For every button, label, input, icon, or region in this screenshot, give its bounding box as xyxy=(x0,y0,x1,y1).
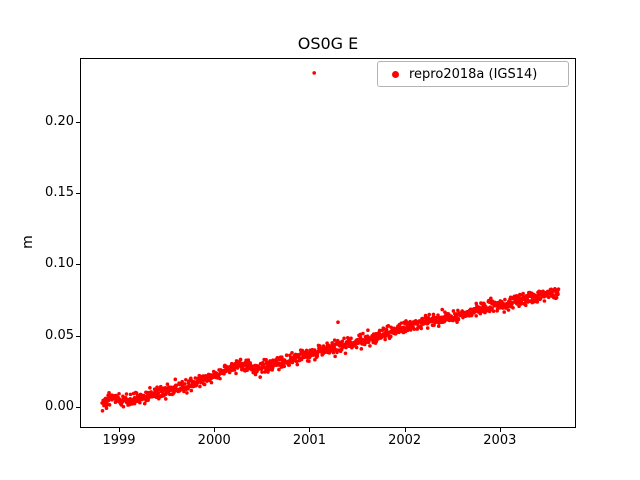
y-tick-label: 0.00 xyxy=(45,399,74,415)
y-tick-label: 0.15 xyxy=(45,185,74,201)
x-tick-label: 2003 xyxy=(483,433,517,448)
y-tick-mark xyxy=(76,336,80,337)
x-tick-mark xyxy=(308,428,310,432)
x-tick-mark xyxy=(213,428,215,432)
legend: repro2018a (IGS14) xyxy=(377,61,569,87)
y-axis-label: m xyxy=(19,235,36,249)
y-tick-mark xyxy=(76,264,80,265)
x-tick-label: 1999 xyxy=(102,433,136,448)
chart-title: OS0G E xyxy=(297,34,359,53)
x-tick-label: 2002 xyxy=(388,433,422,448)
x-tick-label: 2001 xyxy=(292,433,326,448)
legend-dot-marker-icon xyxy=(392,70,399,78)
y-tick-mark xyxy=(76,407,80,408)
x-tick-mark xyxy=(118,428,120,432)
y-tick-label: 0.05 xyxy=(45,327,74,343)
plot-area xyxy=(80,58,576,428)
y-tick-mark xyxy=(76,122,80,123)
x-tick-mark xyxy=(404,428,406,432)
x-tick-mark xyxy=(499,428,501,432)
scatter-points-canvas xyxy=(80,58,576,428)
x-tick-label: 2000 xyxy=(197,433,231,448)
y-tick-mark xyxy=(76,193,80,194)
y-tick-label: 0.10 xyxy=(45,256,74,272)
y-tick-label: 0.20 xyxy=(45,113,74,129)
legend-label: repro2018a (IGS14) xyxy=(409,66,538,82)
